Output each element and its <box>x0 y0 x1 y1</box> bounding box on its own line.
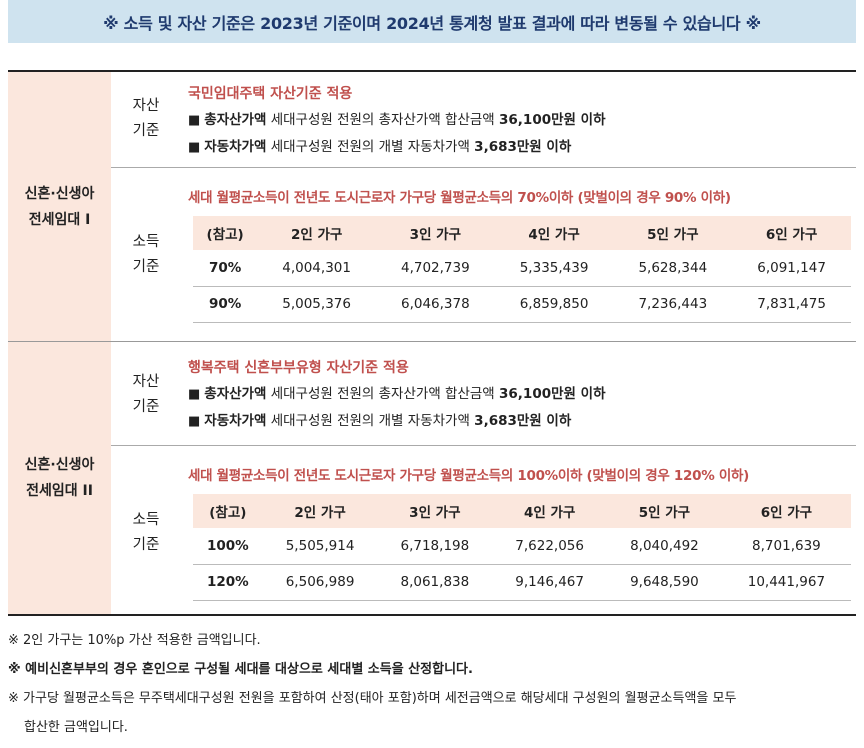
table-header: (참고) <box>193 494 263 528</box>
table-header-row: (참고) 2인 가구 3인 가구 4인 가구 5인 가구 6인 가구 <box>193 494 851 528</box>
bullet-square-icon: ■ <box>188 387 201 402</box>
row-label: 70% <box>193 250 258 287</box>
table-cell: 6,046,378 <box>375 286 495 323</box>
table-cell: 6,091,147 <box>732 250 851 287</box>
table-cell: 7,236,443 <box>613 286 733 323</box>
table-row: 100% 5,505,914 6,718,198 7,622,056 8,040… <box>193 528 851 565</box>
table-row: 70% 4,004,301 4,702,739 5,335,439 5,628,… <box>193 250 851 287</box>
divider <box>111 445 856 446</box>
asset-car-line: ■ 자동차가액 세대구성원 전원의 개별 자동차가액 3,683만원 이하 <box>188 413 572 429</box>
table-cell: 7,622,056 <box>492 528 608 565</box>
table-cell: 6,718,198 <box>377 528 493 565</box>
table-cell: 5,335,439 <box>494 250 614 287</box>
category-line-2: 전세임대 I <box>28 211 91 228</box>
table-header: 4인 가구 <box>492 494 608 528</box>
table-header: 5인 가구 <box>613 216 733 250</box>
category-label: 신혼·신생아 전세임대 II <box>8 342 111 614</box>
asset-criteria-label: 자산 기준 <box>132 374 160 415</box>
table-cell: 5,005,376 <box>257 286 376 323</box>
table-header: 2인 가구 <box>262 494 378 528</box>
income-table: (참고) 2인 가구 3인 가구 4인 가구 5인 가구 6인 가구 100% … <box>193 494 851 601</box>
bullet-square-icon: ■ <box>188 140 201 155</box>
row-label: 100% <box>193 528 263 565</box>
footnote: ※ 예비신혼부부의 경우 혼인으로 구성될 세대를 대상으로 세대별 소득을 산… <box>8 662 473 677</box>
asset-total-line: ■ 총자산가액 세대구성원 전원의 총자산가액 합산금액 36,100만원 이하 <box>188 112 606 128</box>
category-label: 신혼·신생아 전세임대 I <box>8 72 111 341</box>
notice-banner: ※ 소득 및 자산 기준은 2023년 기준이며 2024년 통계청 발표 결과… <box>8 0 856 43</box>
section-newlywed-jeonse-1: 신혼·신생아 전세임대 I 자산 기준 국민임대주택 자산기준 적용 ■ 총자산가… <box>8 70 856 342</box>
income-criteria-label: 소득 기준 <box>132 512 160 553</box>
table-cell: 10,441,967 <box>721 564 851 601</box>
row-label: 120% <box>193 564 263 601</box>
table-cell: 8,040,492 <box>607 528 722 565</box>
table-header: 6인 가구 <box>732 216 851 250</box>
asset-criteria-block: 행복주택 신혼부부유형 자산기준 적용 ■ 총자산가액 세대구성원 전원의 총자산… <box>188 355 606 435</box>
table-cell: 7,831,475 <box>732 286 851 323</box>
table-header-row: (참고) 2인 가구 3인 가구 4인 가구 5인 가구 6인 가구 <box>193 216 851 250</box>
asset-criteria-label: 자산 기준 <box>132 98 160 139</box>
table-cell: 6,506,989 <box>262 564 378 601</box>
table-header: 3인 가구 <box>375 216 495 250</box>
asset-title: 국민임대주택 자산기준 적용 <box>188 86 353 102</box>
table-header: 2인 가구 <box>257 216 376 250</box>
table-header: 6인 가구 <box>721 494 851 528</box>
asset-car-line: ■ 자동차가액 세대구성원 전원의 개별 자동차가액 3,683만원 이하 <box>188 139 572 155</box>
asset-criteria-block: 국민임대주택 자산기준 적용 ■ 총자산가액 세대구성원 전원의 총자산가액 합산… <box>188 81 606 161</box>
table-header: (참고) <box>193 216 258 250</box>
table-cell: 6,859,850 <box>494 286 614 323</box>
footnotes: ※ 2인 가구는 10%p 가산 적용한 금액입니다. ※ 예비신혼부부의 경우… <box>8 626 856 742</box>
income-title: 세대 월평균소득이 전년도 도시근로자 가구당 월평균소득의 100%이하 (맞… <box>188 468 749 484</box>
bullet-square-icon: ■ <box>188 113 201 128</box>
section-newlywed-jeonse-2: 신혼·신생아 전세임대 II 자산 기준 행복주택 신혼부부유형 자산기준 적용… <box>8 342 856 616</box>
table-row: 120% 6,506,989 8,061,838 9,146,467 9,648… <box>193 564 851 601</box>
table-cell: 9,648,590 <box>607 564 722 601</box>
table-cell: 8,701,639 <box>721 528 851 565</box>
footnote: ※ 2인 가구는 10%p 가산 적용한 금액입니다. <box>8 633 261 648</box>
footnote: ※ 가구당 월평균소득은 무주택세대구성원 전원을 포함하여 산정(태아 포함)… <box>8 691 737 706</box>
footnote: 합산한 금액입니다. <box>24 720 128 735</box>
asset-total-line: ■ 총자산가액 세대구성원 전원의 총자산가액 합산금액 36,100만원 이하 <box>188 386 606 402</box>
table-cell: 5,628,344 <box>613 250 733 287</box>
table-cell: 9,146,467 <box>492 564 608 601</box>
income-title: 세대 월평균소득이 전년도 도시근로자 가구당 월평균소득의 70%이하 (맞벌… <box>188 190 731 206</box>
category-line-1: 신혼·신생아 <box>24 457 95 473</box>
bullet-square-icon: ■ <box>188 414 201 429</box>
table-cell: 4,702,739 <box>375 250 495 287</box>
category-line-2: 전세임대 II <box>26 483 93 499</box>
category-line-1: 신혼·신생아 <box>24 185 95 202</box>
row-label: 90% <box>193 286 258 323</box>
table-cell: 8,061,838 <box>377 564 493 601</box>
table-row: 90% 5,005,376 6,046,378 6,859,850 7,236,… <box>193 286 851 323</box>
divider <box>111 167 856 168</box>
table-header: 5인 가구 <box>607 494 722 528</box>
income-criteria-label: 소득 기준 <box>132 234 160 275</box>
income-table: (참고) 2인 가구 3인 가구 4인 가구 5인 가구 6인 가구 70% 4… <box>193 216 851 323</box>
table-cell: 5,505,914 <box>262 528 378 565</box>
table-header: 4인 가구 <box>494 216 614 250</box>
table-header: 3인 가구 <box>377 494 493 528</box>
table-cell: 4,004,301 <box>257 250 376 287</box>
asset-title: 행복주택 신혼부부유형 자산기준 적용 <box>188 360 409 376</box>
